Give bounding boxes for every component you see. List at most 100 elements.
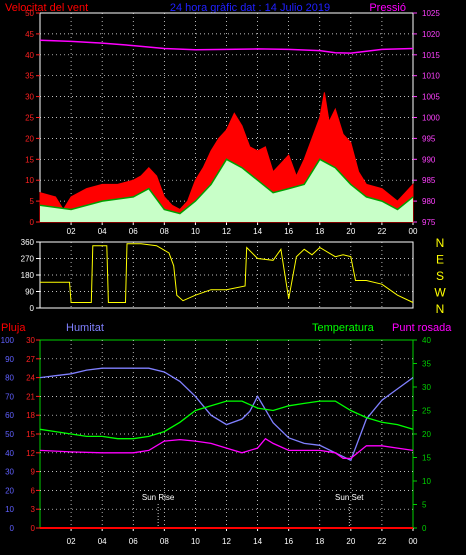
direction-series <box>40 243 414 303</box>
compass-label: E <box>436 253 444 267</box>
rain-label: Pluja <box>1 322 26 334</box>
rain-tick-label: 30 <box>26 336 35 345</box>
humidity-tick-label: 80 <box>5 374 14 383</box>
wind-time-tick-label: 14 <box>253 227 262 236</box>
humidity-tick-label: 70 <box>5 392 14 401</box>
rain-tick-label: 18 <box>26 411 35 420</box>
wind-time-tick-label: 04 <box>98 227 107 236</box>
wind-time-tick-label: 12 <box>222 227 231 236</box>
wind-time-tick-label: 22 <box>377 227 386 236</box>
dewpoint-line <box>39 437 414 460</box>
direction-tick-label: 270 <box>21 255 35 264</box>
pressure-tick-label: 980 <box>422 197 436 206</box>
temperature-tick-label: 5 <box>422 501 427 510</box>
sun-event-label: Sun Rise <box>142 493 175 502</box>
humidity-tick-label: 50 <box>5 430 14 439</box>
climate-series <box>39 367 414 529</box>
climate-time-tick-label: 18 <box>315 537 324 546</box>
rain-tick-label: 15 <box>26 430 35 439</box>
wind-speed-axis: 0 5 10 15 20 25 30 35 40 45 50 <box>25 9 40 227</box>
wind-time-tick-label: 02 <box>67 227 76 236</box>
humidity-tick-label: 100 <box>1 336 15 345</box>
temperature-label: Temperatura <box>312 322 375 334</box>
temperature-tick-label: 25 <box>422 407 431 416</box>
dewpoint-label: Punt rosada <box>392 322 452 334</box>
rain-tick-label: 12 <box>26 449 35 458</box>
pressure-tick-label: 975 <box>422 218 436 227</box>
wind-speed-tick-label: 40 <box>25 51 34 60</box>
pressure-tick-label: 1020 <box>422 30 440 39</box>
climate-time-tick-label: 04 <box>98 537 107 546</box>
wind-speed-tick-label: 50 <box>25 9 34 18</box>
direction-degree-axis: 0 90 180 270 360 <box>21 238 40 313</box>
rain-tick-label: 6 <box>31 486 36 495</box>
rain-tick-label: 3 <box>31 505 36 514</box>
pressure-tick-label: 1025 <box>422 9 440 18</box>
wind-speed-tick-label: 20 <box>25 134 34 143</box>
wind-time-tick-label: 20 <box>346 227 355 236</box>
pressure-tick-label: 1015 <box>422 51 440 60</box>
wind-time-tick-label: 18 <box>315 227 324 236</box>
pressure-tick-label: 1010 <box>422 72 440 81</box>
pressure-tick-label: 1000 <box>422 114 440 123</box>
wind-speed-tick-label: 0 <box>30 218 35 227</box>
pressure-line <box>39 39 414 54</box>
rain-tick-label: 24 <box>26 374 35 383</box>
temperature-tick-label: 10 <box>422 477 431 486</box>
direction-tick-label: 90 <box>25 288 34 297</box>
compass-label: N <box>436 236 445 250</box>
wind-speed-tick-label: 30 <box>25 93 34 102</box>
pressure-tick-label: 985 <box>422 176 436 185</box>
pressure-tick-label: 995 <box>422 134 436 143</box>
sun-annotations: Sun Rise Sun Set <box>142 493 364 528</box>
humidity-line <box>39 367 414 462</box>
compass-label: W <box>434 286 446 300</box>
wind-time-tick-label: 00 <box>409 227 418 236</box>
temperature-line <box>39 400 414 440</box>
temperature-tick-label: 20 <box>422 430 431 439</box>
humidity-tick-label: 30 <box>5 468 14 477</box>
temperature-tick-label: 0 <box>422 524 427 533</box>
temperature-tick-label: 40 <box>422 336 431 345</box>
climate-time-tick-label: 00 <box>409 537 418 546</box>
climate-time-tick-label: 20 <box>346 537 355 546</box>
wind-time-tick-label: 10 <box>191 227 200 236</box>
compass-label: S <box>436 269 444 283</box>
temperature-tick-label: 15 <box>422 454 431 463</box>
wind-time-tick-label: 16 <box>284 227 293 236</box>
climate-time-tick-label: 06 <box>129 537 138 546</box>
climate-time-axis: 02 04 06 08 10 12 14 16 18 20 22 00 <box>67 528 418 546</box>
wind-speed-title: Velocitat del vent <box>5 2 88 14</box>
wind-speed-tick-label: 25 <box>25 114 34 123</box>
climate-time-tick-label: 14 <box>253 537 262 546</box>
climate-time-tick-label: 08 <box>160 537 169 546</box>
wind-time-tick-label: 06 <box>129 227 138 236</box>
climate-time-tick-label: 16 <box>284 537 293 546</box>
climate-panel-grid <box>40 340 413 528</box>
direction-panel-grid <box>40 242 413 308</box>
wind-speed-tick-label: 10 <box>25 176 34 185</box>
rain-tick-label: 27 <box>26 355 35 364</box>
direction-tick-label: 360 <box>21 238 35 247</box>
wind-speed-tick-label: 45 <box>25 30 34 39</box>
humidity-tick-label: 90 <box>5 355 14 364</box>
climate-time-tick-label: 10 <box>191 537 200 546</box>
pressure-tick-label: 990 <box>422 155 436 164</box>
humidity-tick-label: 0 <box>10 524 15 533</box>
wind-speed-tick-label: 35 <box>25 72 34 81</box>
wind-speed-tick-label: 5 <box>30 197 35 206</box>
humidity-axis: 0 10 20 30 40 50 60 70 80 90 100 <box>1 336 15 533</box>
wind-time-tick-label: 08 <box>160 227 169 236</box>
sun-event-label: Sun Set <box>335 493 364 502</box>
rain-tick-label: 9 <box>31 468 36 477</box>
wind-series <box>39 39 414 223</box>
humidity-label: Humitat <box>66 322 104 334</box>
pressure-title: Pressió <box>369 2 406 14</box>
direction-tick-label: 0 <box>30 304 35 313</box>
humidity-tick-label: 20 <box>5 486 14 495</box>
climate-time-tick-label: 02 <box>67 537 76 546</box>
